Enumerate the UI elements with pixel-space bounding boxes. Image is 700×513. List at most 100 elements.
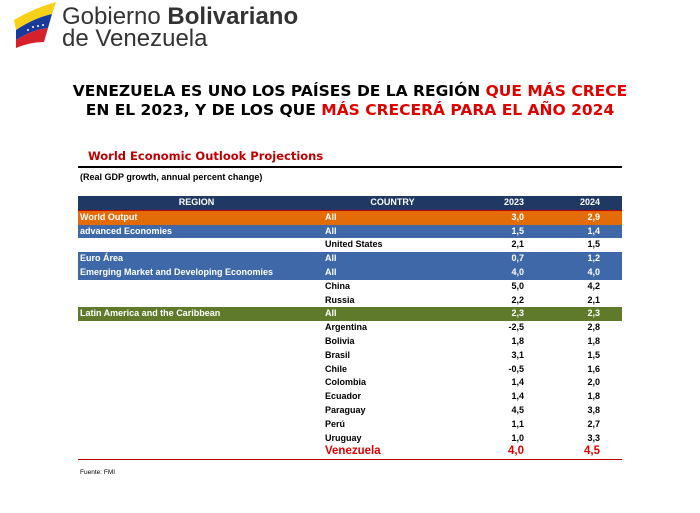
region-cell [78,418,315,432]
headline: VENEZUELA ES UNO LOS PAÍSES DE LA REGIÓN… [60,82,640,120]
region-cell [78,280,315,294]
value-2024: 4,0 [587,266,600,277]
logo-line1-bold: Bolivariano [167,3,299,30]
logo-flag [14,2,56,48]
table-row: United States 2,1 1,5 [78,238,622,252]
table-row: Uruguay 1,0 3,3 [78,432,622,446]
table-row: Perú 1,1 2,7 [78,418,622,432]
country-cell: Brasil [325,349,351,360]
region-cell: advanced Economies [80,225,173,236]
country-cell: China [325,280,351,291]
region-cell [78,238,315,252]
value-2023: 1,4 [511,391,524,402]
country-cell: Uruguay [325,432,362,443]
table-row: Euro Área All 0,7 1,2 [78,252,622,266]
headline-part: MÁS CRECERÁ PARA EL AÑO 2024 [321,101,615,119]
table-row: Russia 2,2 2,1 [78,294,622,308]
value-2023: 1,5 [511,225,524,236]
table-row: Latin America and the Caribbean All 2,3 2,3 [78,307,622,322]
value-2023: -0,5 [508,363,524,374]
value-2023: -2,5 [508,322,524,333]
country-cell: Argentina [325,322,368,333]
column-header: 2024 [546,196,622,211]
value-2023: 3,0 [511,211,524,222]
table-row: Venezuela 4,0 4,5 [78,445,622,460]
value-2023: 4,5 [511,404,524,415]
region-cell: World Output [80,211,138,222]
country-cell: Paraguay [325,404,366,415]
value-2023: 2,2 [511,294,524,305]
country-cell: All [325,266,337,277]
table-row: Argentina -2,5 2,8 [78,321,622,335]
value-2023: 2,3 [511,308,524,319]
region-cell: Emerging Market and Developing Economies [80,266,274,277]
region-cell [78,363,315,377]
value-2024: 2,3 [587,308,600,319]
region-cell [78,404,315,418]
country-cell: All [325,225,337,236]
table-row: Bolivia 1,8 1,8 [78,335,622,349]
country-cell: Perú [325,418,346,429]
value-2023: 2,1 [511,239,524,250]
region-cell: Latin America and the Caribbean [80,308,221,319]
region-cell: Euro Área [80,253,124,264]
logo-line1: Gobierno [62,3,161,30]
value-2023: 3,1 [511,349,524,360]
headline-part: QUE MÁS CRECE [485,82,628,100]
value-2024: 2,7 [587,418,600,429]
value-2024: 4,2 [587,280,600,291]
value-2024: 2,0 [587,377,600,388]
region-cell [78,349,315,363]
value-2024: 1,6 [587,363,600,374]
value-2024: 1,5 [587,349,600,360]
value-2024: 2,1 [587,294,600,305]
value-2023: 0,7 [511,253,524,264]
country-cell: Chile [325,363,348,374]
country-cell: Venezuela [325,445,381,458]
column-header: COUNTRY [315,196,470,211]
logo-text: Gobierno Bolivariano de Venezuela [62,3,299,52]
country-cell: United States [325,239,383,250]
value-2024: 3,8 [587,404,600,415]
headline-part: EN EL 2023, Y DE LOS QUE [85,82,633,119]
country-cell: Russia [325,294,355,305]
region-cell [78,294,315,308]
value-2024: 1,2 [587,253,600,264]
country-cell: All [325,308,337,319]
table-row: Chile -0,5 1,6 [78,363,622,377]
region-cell [78,432,315,446]
table-row: Ecuador 1,4 1,8 [78,390,622,404]
value-2023: 4,0 [511,266,524,277]
value-2024: 2,8 [587,322,600,333]
table-row: China 5,0 4,2 [78,280,622,294]
table-row: Paraguay 4,5 3,8 [78,404,622,418]
table-row: Emerging Market and Developing Economies… [78,265,622,280]
headline-part: VENEZUELA ES UNO LOS PAÍSES DE LA REGIÓN [72,82,486,100]
value-2024: 4,5 [584,445,600,458]
table-row: advanced Economies All 1,5 1,4 [78,224,622,239]
source: Fuente: FMI [80,469,116,476]
country-cell: Colombia [325,377,367,388]
value-2024: 1,8 [587,391,600,402]
logo-line2: de Venezuela [62,25,208,52]
header-row: REGION COUNTRY 2023 2024 [78,196,622,211]
table-title: World Economic Outlook Projections [88,149,324,163]
title-rule [78,166,622,168]
country-cell: All [325,253,337,264]
value-2024: 1,8 [587,335,600,346]
country-cell: Ecuador [325,391,362,402]
region-cell [78,445,315,459]
column-header: 2023 [470,196,546,211]
gdp-table: REGION COUNTRY 2023 2024 World Output All 3,0… [78,196,622,460]
country-cell: All [325,211,337,222]
value-2023: 5,0 [511,280,524,291]
value-2024: 2,9 [587,211,600,222]
country-cell: Bolivia [325,335,355,346]
value-2024: 1,5 [587,239,600,250]
column-header: REGION [78,196,315,211]
region-cell [78,335,315,349]
region-cell [78,390,315,404]
table-row: World Output All 3,0 2,9 [78,210,622,225]
value-2024: 3,3 [587,432,600,443]
